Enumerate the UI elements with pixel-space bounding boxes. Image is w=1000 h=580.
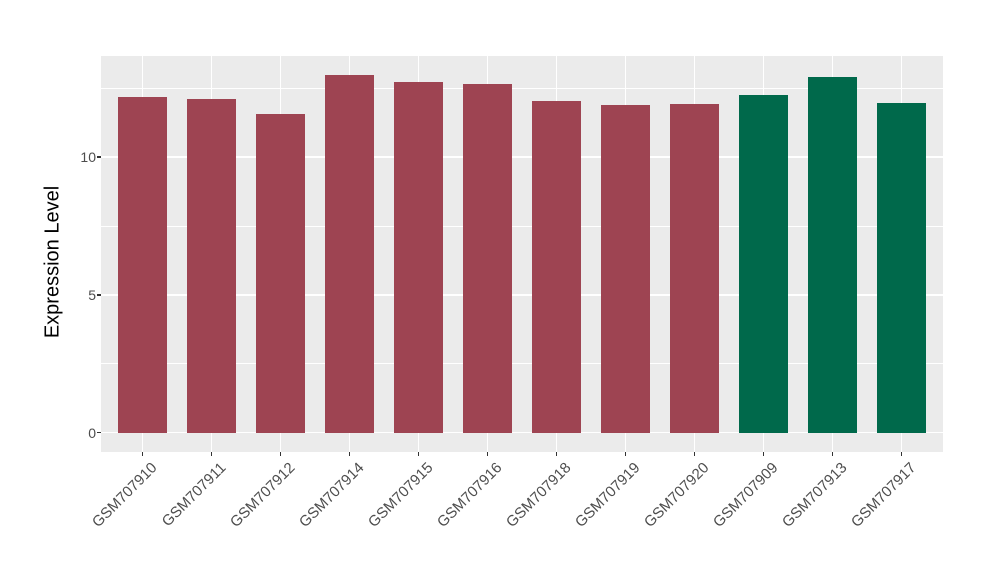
x-axis-tick [900,452,903,456]
x-tick-label: GSM707914 [296,459,368,531]
bar-GSM707913 [808,76,857,433]
y-tick-label: 5 [88,286,96,303]
x-tick-label: GSM707917 [848,459,920,531]
x-tick-label: GSM707916 [434,459,506,531]
x-tick-label: GSM707909 [710,459,782,531]
bar-GSM707915 [394,81,443,433]
y-axis-tick [97,431,101,434]
x-axis-tick [210,452,213,456]
bar-GSM707909 [739,95,788,433]
minor-gridline [101,363,943,365]
y-tick-label: 10 [80,149,96,166]
minor-gridline [101,225,943,227]
x-axis-tick [348,452,351,456]
x-axis-tick [486,452,489,456]
x-tick-label: GSM707920 [641,459,713,531]
x-axis-tick [555,452,558,456]
x-tick-label: GSM707919 [572,459,644,531]
x-tick-label: GSM707918 [503,459,575,531]
bar-GSM707911 [187,98,236,433]
x-axis-tick [417,452,420,456]
major-gridline [101,294,943,296]
x-axis-tick [279,452,282,456]
bar-GSM707910 [118,97,167,433]
x-tick-label: GSM707912 [227,459,299,531]
x-tick-label: GSM707911 [158,459,230,531]
major-gridline [101,431,943,434]
x-tick-label: GSM707910 [89,459,161,531]
bar-GSM707918 [532,100,581,433]
x-tick-label: GSM707913 [779,459,851,531]
bar-GSM707920 [670,103,719,433]
x-axis-tick [831,452,834,456]
bar-GSM707912 [256,114,305,433]
x-axis-tick [141,452,144,456]
x-tick-label: GSM707915 [365,459,437,531]
y-axis-tick [97,294,101,296]
major-gridline [101,156,943,158]
bar-GSM707916 [463,84,512,433]
y-axis-title: Expression Level [41,185,64,339]
bar-GSM707919 [601,105,650,433]
plot-panel [101,56,943,452]
minor-gridline [101,87,943,89]
y-tick-label: 0 [88,424,96,441]
x-axis-tick [693,452,696,456]
x-axis-tick [762,452,765,456]
bar-GSM707914 [325,75,374,433]
x-axis-tick [624,452,627,456]
y-axis-tick [97,156,101,158]
bar-GSM707917 [877,102,926,433]
